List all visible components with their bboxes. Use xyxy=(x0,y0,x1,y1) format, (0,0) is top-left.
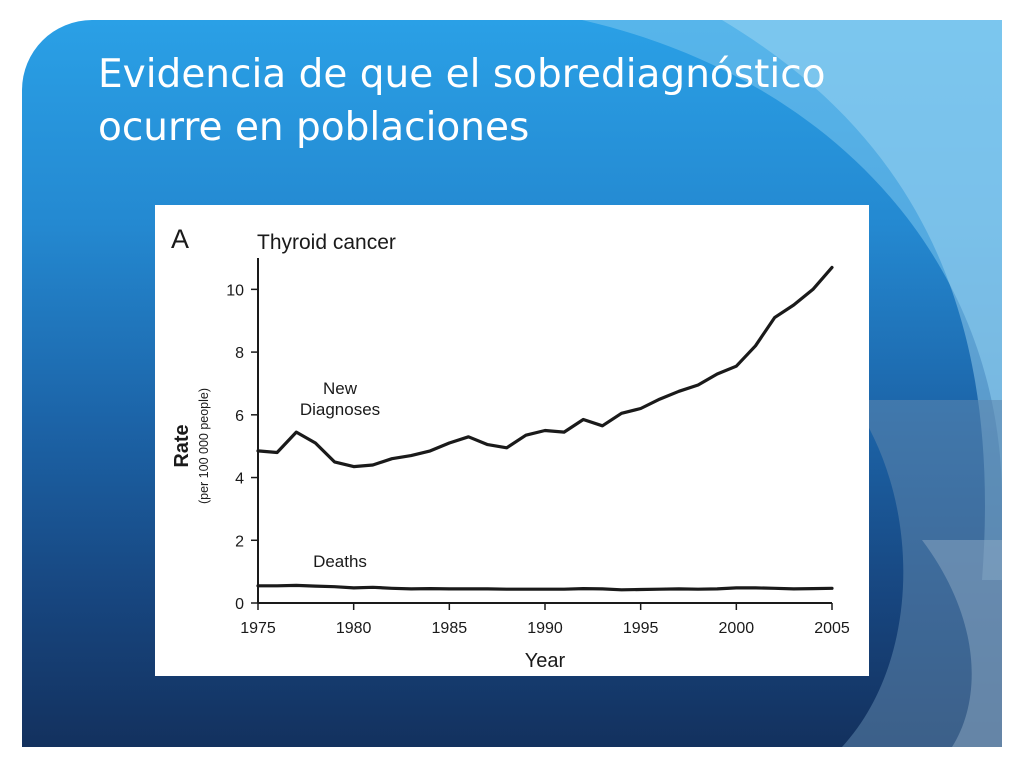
series-label-new-line-1: New xyxy=(323,379,358,398)
series-lines xyxy=(256,265,834,592)
y-tick-label: 10 xyxy=(226,282,244,299)
x-tick-label: 1995 xyxy=(623,620,659,637)
swoosh-light xyxy=(582,20,1002,500)
x-tick-label: 2000 xyxy=(719,620,755,637)
series-label-new-line-2: Diagnoses xyxy=(300,400,380,419)
background-swoosh-decoration xyxy=(582,20,1002,747)
x-tick-label: 1990 xyxy=(527,620,563,637)
y-tick-label: 2 xyxy=(235,533,244,550)
series-labels: New Diagnoses Deaths xyxy=(300,379,380,571)
y-ticks: 0 2 4 6 8 10 xyxy=(226,282,258,613)
chart-title: Thyroid cancer xyxy=(257,231,396,254)
swoosh-corner xyxy=(922,540,1002,747)
panel-label: A xyxy=(171,224,189,254)
swoosh-muted xyxy=(842,400,1002,747)
series-label-deaths: Deaths xyxy=(313,552,367,571)
y-axis-sublabel: (per 100 000 people) xyxy=(197,388,211,504)
figure-panel: A Thyroid cancer Rate (per 100 000 peopl… xyxy=(155,205,869,676)
slide-title: Evidencia de que el sobrediagnóstico ocu… xyxy=(98,48,958,154)
series-line-deaths xyxy=(256,583,834,592)
y-tick-label: 4 xyxy=(235,471,244,488)
x-tick-label: 1980 xyxy=(336,620,372,637)
thyroid-cancer-chart: A Thyroid cancer Rate (per 100 000 peopl… xyxy=(171,224,850,672)
y-tick-label: 0 xyxy=(235,596,244,613)
x-ticks: 1975 1980 1985 1990 1995 2000 2005 xyxy=(240,603,850,637)
x-tick-label: 1975 xyxy=(240,620,276,637)
y-tick-label: 8 xyxy=(235,345,244,362)
y-tick-label: 6 xyxy=(235,408,244,425)
x-axis-label: Year xyxy=(525,650,566,672)
swoosh-lighter xyxy=(722,20,1002,580)
x-tick-label: 1985 xyxy=(432,620,468,637)
y-axis-title: Rate (per 100 000 people) xyxy=(171,388,211,504)
y-axis-label: Rate xyxy=(171,424,193,467)
slide-title-line-2: ocurre en poblaciones xyxy=(98,105,530,150)
x-tick-label: 2005 xyxy=(814,620,850,637)
slide-title-line-1: Evidencia de que el sobrediagnóstico xyxy=(98,52,826,97)
series-line-new-diagnoses xyxy=(256,265,834,469)
